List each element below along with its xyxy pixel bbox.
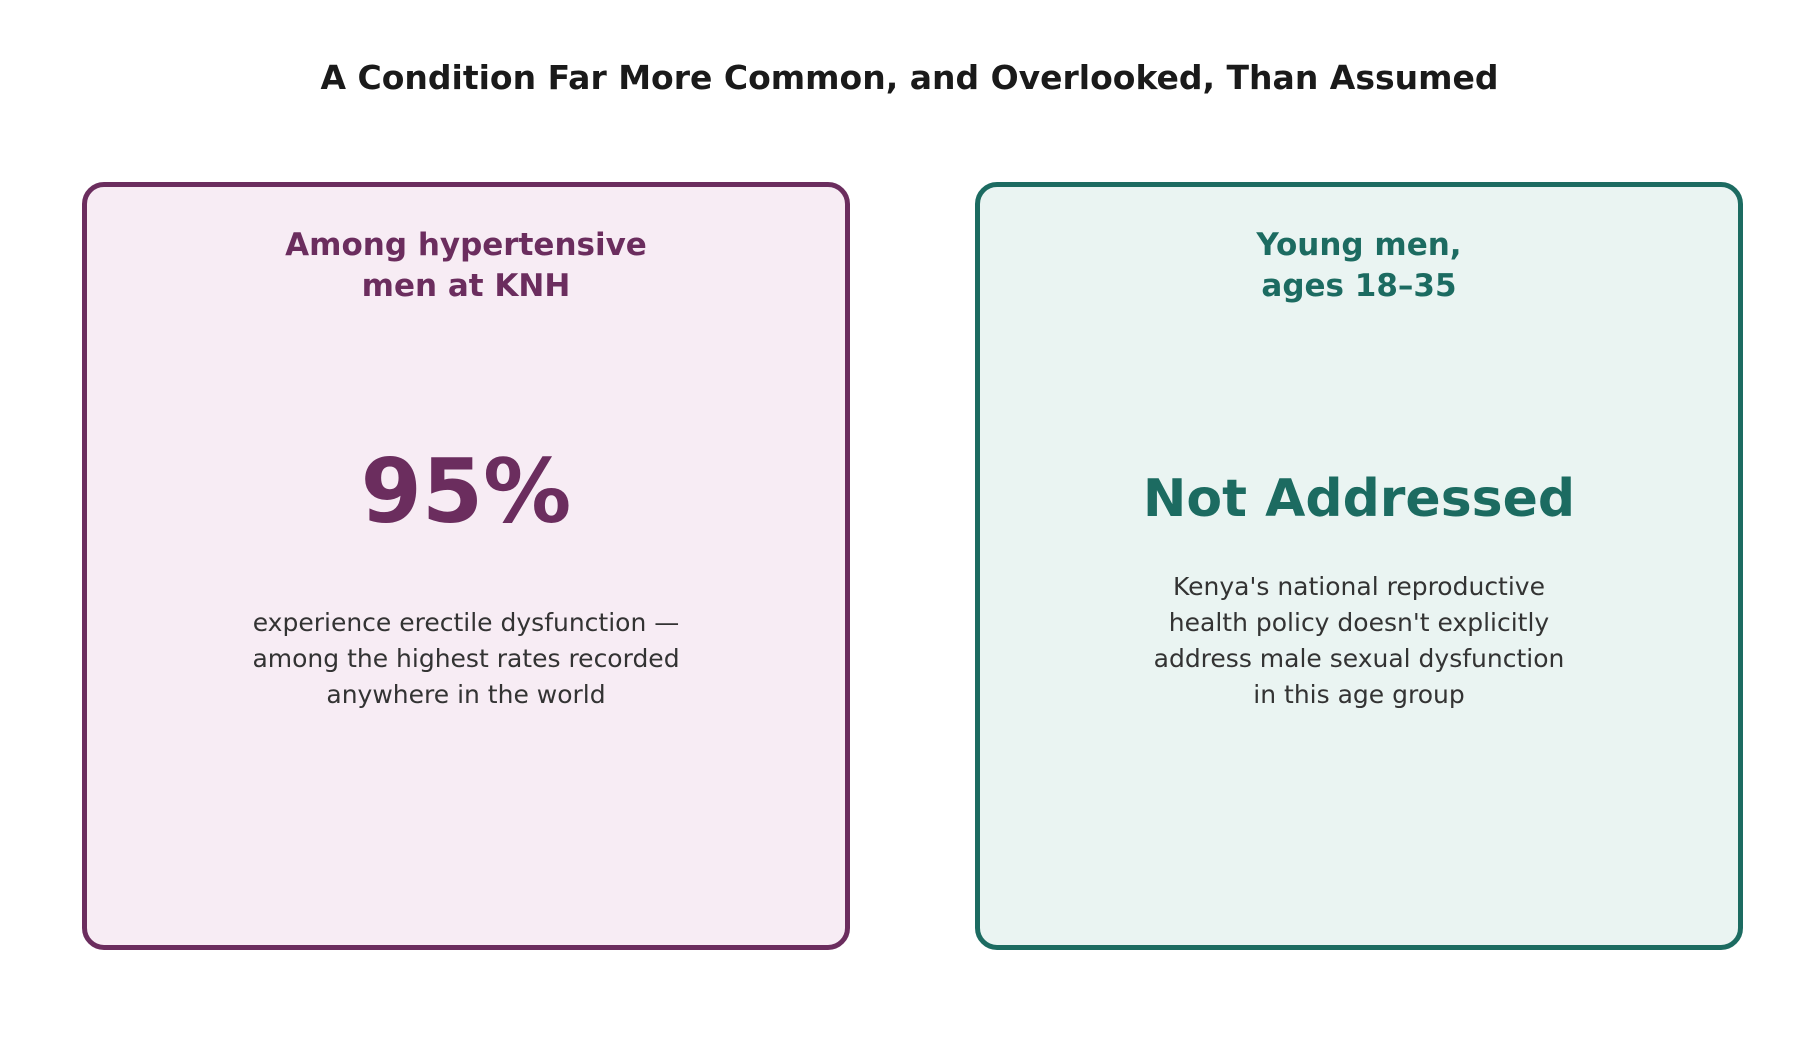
stat-value: 95% [360, 440, 572, 543]
stat-card-hypertensive-men: Among hypertensive men at KNH 95% experi… [82, 182, 850, 950]
card-description: experience erectile dysfunction — among … [252, 608, 680, 709]
card-description: Kenya's national reproductive health pol… [1153, 572, 1565, 709]
page-title: A Condition Far More Common, and Overloo… [320, 58, 1499, 97]
stat-value: Not Addressed [1142, 469, 1576, 529]
card-heading: Young men, ages 18–35 [1256, 227, 1462, 304]
stat-card-young-men: Young men, ages 18–35 Not Addressed Keny… [975, 182, 1743, 950]
card-heading: Among hypertensive men at KNH [285, 227, 647, 304]
